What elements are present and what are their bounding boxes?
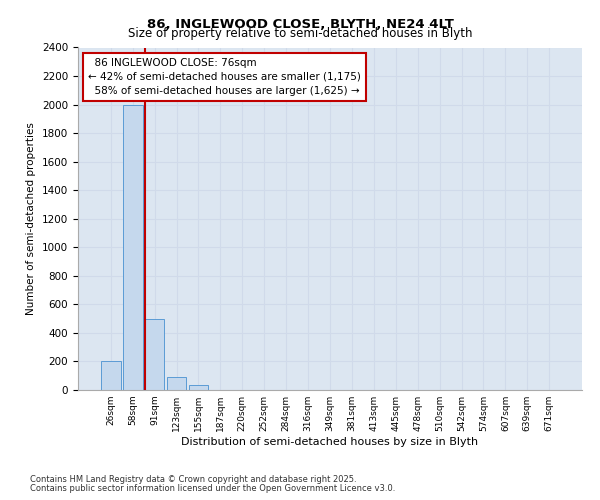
Text: Contains public sector information licensed under the Open Government Licence v3: Contains public sector information licen… (30, 484, 395, 493)
Text: 86, INGLEWOOD CLOSE, BLYTH, NE24 4LT: 86, INGLEWOOD CLOSE, BLYTH, NE24 4LT (146, 18, 454, 30)
Bar (101, 362, 121, 390)
Text: Contains HM Land Registry data © Crown copyright and database right 2025.: Contains HM Land Registry data © Crown c… (30, 476, 356, 484)
Y-axis label: Number of semi-detached properties: Number of semi-detached properties (26, 122, 37, 315)
Bar (145, 318, 164, 390)
Bar (167, 377, 187, 390)
Text: Size of property relative to semi-detached houses in Blyth: Size of property relative to semi-detach… (128, 28, 472, 40)
X-axis label: Distribution of semi-detached houses by size in Blyth: Distribution of semi-detached houses by … (181, 437, 479, 447)
Bar (188, 385, 208, 390)
Text: 86 INGLEWOOD CLOSE: 76sqm
← 42% of semi-detached houses are smaller (1,175)
  58: 86 INGLEWOOD CLOSE: 76sqm ← 42% of semi-… (88, 58, 361, 96)
Bar (123, 104, 143, 390)
